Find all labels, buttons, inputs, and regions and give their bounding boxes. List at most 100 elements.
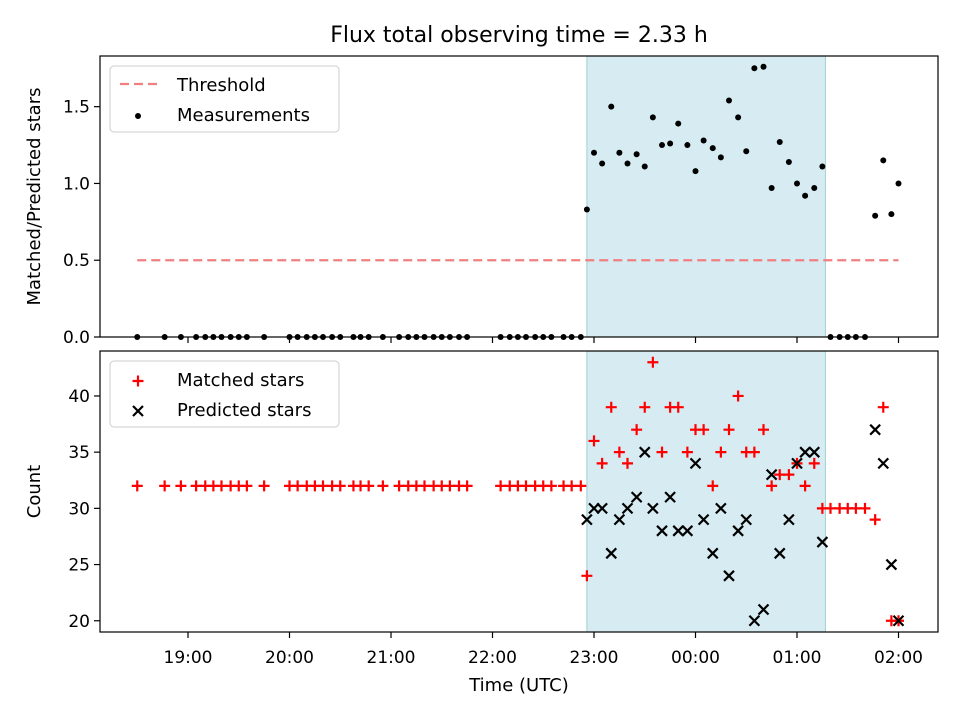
- legend-label: Predicted stars: [177, 400, 311, 421]
- flux-ratio-series: [134, 63, 902, 340]
- matched-star-point: [596, 457, 608, 469]
- matched-star-point: [613, 446, 625, 458]
- measurement-point: [692, 168, 699, 175]
- x-tick-label: 00:00: [671, 648, 720, 668]
- predicted-star-point: [799, 446, 811, 458]
- y-tick-label: 40: [68, 387, 90, 407]
- y-tick-label: 0.0: [63, 328, 90, 348]
- predicted-star-point: [681, 525, 694, 537]
- matched-star-point: [681, 446, 693, 458]
- measurement-point: [768, 185, 775, 192]
- measurement-point: [709, 145, 716, 152]
- matched-star-point: [175, 480, 187, 492]
- observing-window-shade: [586, 55, 826, 338]
- matched-star-point: [131, 480, 143, 492]
- predicted-star-point: [783, 513, 795, 526]
- predicted-star-point: [877, 457, 890, 470]
- legend-label: Threshold: [176, 75, 266, 96]
- predicted-star-point: [706, 547, 719, 560]
- predicted-star-point: [885, 558, 898, 571]
- measurement-point: [776, 138, 783, 145]
- star-count-series: [131, 356, 905, 627]
- matched-star-point: [461, 480, 473, 492]
- y-tick-label: 30: [68, 499, 90, 519]
- predicted-star-point: [740, 513, 753, 526]
- legend-box: [109, 360, 340, 428]
- predicted-star-point: [581, 513, 593, 526]
- y-axis-ticks: 20 25 30 35 40: [68, 387, 100, 632]
- predicted-star-point: [791, 457, 803, 470]
- matched-star-point: [859, 502, 871, 514]
- matched-star-point: [363, 480, 375, 492]
- matched-star-point: [707, 480, 719, 492]
- legend-marker-measurements: [135, 113, 141, 119]
- matched-star-point: [715, 446, 727, 458]
- measurement-point: [667, 140, 674, 147]
- predicted-star-point: [773, 547, 786, 560]
- measurement-point: [633, 151, 640, 158]
- x-tick-label: 02:00: [874, 648, 923, 668]
- matched-star-point: [799, 480, 811, 492]
- x-axis-ticks: 19:00 20:00 21:00 22:00 23:00 00:00 01:00 02:00: [164, 632, 923, 668]
- observing-window-shade: [586, 350, 826, 633]
- predicted-star-point: [715, 502, 727, 515]
- legend-label: Measurements: [177, 105, 310, 126]
- x-tick-label: 22:00: [468, 648, 517, 668]
- matched-star-point: [732, 390, 744, 402]
- predicted-star-point: [621, 502, 634, 515]
- matched-star-point: [258, 480, 270, 492]
- predicted-star-point: [630, 491, 643, 503]
- y-tick-label: 25: [68, 556, 90, 576]
- measurement-point: [583, 206, 590, 213]
- star-count-panel: 20 25 30 35 40 19:00 20:00 21:00 22:00 23:00 00:0…: [24, 350, 939, 696]
- measurement-point: [616, 149, 623, 156]
- predicted-star-point: [892, 614, 905, 627]
- matched-star-point: [605, 401, 617, 413]
- y-tick-label: 1.0: [63, 174, 90, 194]
- measurement-point: [880, 157, 887, 164]
- legend-box: [109, 65, 340, 133]
- matched-star-point: [647, 356, 659, 368]
- measurement-point: [751, 65, 758, 72]
- matched-star-point: [621, 457, 633, 469]
- matched-star-point: [581, 570, 593, 582]
- y-tick-label: 0.5: [63, 251, 90, 271]
- y-tick-label: 1.5: [63, 98, 90, 118]
- x-tick-label: 19:00: [164, 648, 213, 668]
- measurement-point: [659, 142, 666, 149]
- matched-star-point: [672, 401, 684, 413]
- y-axis-ticks: 0.0 0.5 1.0 1.5: [63, 98, 100, 348]
- x-tick-label: 20:00: [265, 648, 314, 668]
- predicted-star-point: [816, 536, 829, 548]
- predicted-star-point: [808, 446, 821, 458]
- predicted-star-point: [672, 525, 685, 537]
- x-axis-label: Time (UTC): [468, 675, 569, 696]
- matched-star-point: [758, 424, 770, 436]
- measurement-point: [675, 120, 682, 127]
- predicted-star-point: [664, 491, 676, 503]
- measurement-point: [641, 163, 648, 170]
- measurement-point: [700, 137, 707, 144]
- y-tick-label: 35: [68, 443, 90, 463]
- matched-star-point: [698, 424, 710, 436]
- measurement-point: [735, 114, 742, 121]
- measurement-point: [819, 163, 826, 170]
- matched-star-point: [575, 480, 587, 492]
- y-axis-label: Matched/Predicted stars: [24, 88, 45, 306]
- matched-star-point: [334, 480, 346, 492]
- predicted-star-point: [656, 525, 668, 537]
- predicted-star-point: [689, 457, 702, 470]
- measurement-point: [649, 114, 656, 121]
- x-tick-label: 01:00: [773, 648, 822, 668]
- predicted-star-point: [596, 502, 608, 515]
- measurement-point: [591, 149, 597, 156]
- measurement-point: [802, 192, 809, 199]
- matched-star-point: [877, 401, 889, 413]
- predicted-star-point: [605, 547, 618, 560]
- y-tick-label: 20: [68, 612, 90, 632]
- measurement-point: [743, 148, 750, 155]
- measurement-point: [624, 160, 631, 167]
- matched-star-point: [241, 480, 253, 492]
- matched-star-point: [656, 446, 668, 458]
